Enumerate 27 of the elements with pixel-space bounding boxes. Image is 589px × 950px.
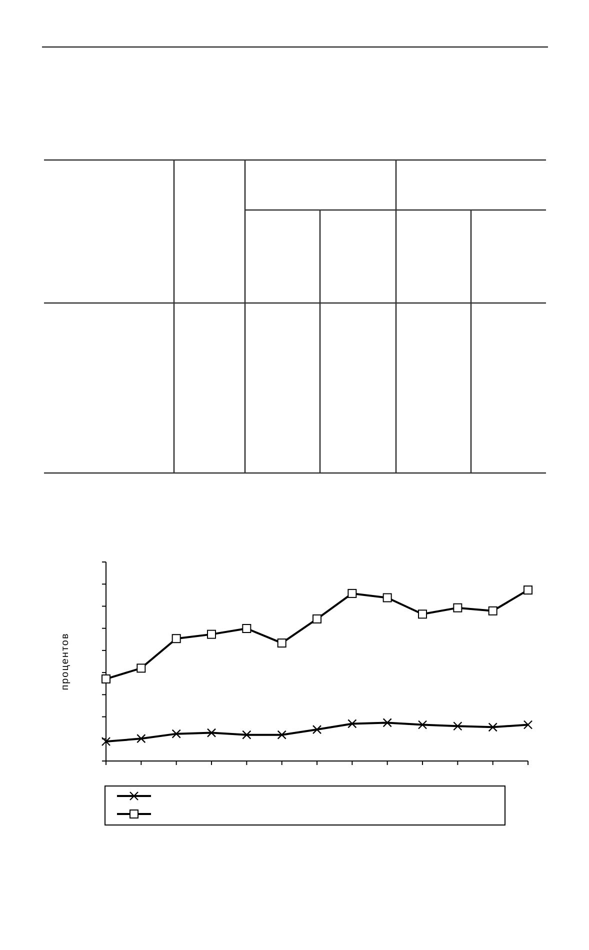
point <box>312 614 322 624</box>
point <box>418 610 427 619</box>
point <box>382 718 392 728</box>
point <box>453 603 462 612</box>
point <box>101 736 111 746</box>
point <box>242 624 252 634</box>
point <box>524 586 532 595</box>
point <box>453 722 462 731</box>
point <box>136 734 146 744</box>
point <box>277 730 286 740</box>
point <box>172 729 181 738</box>
point <box>418 720 428 730</box>
point <box>348 588 357 598</box>
y-axis-title: процентов <box>60 632 71 690</box>
point <box>488 722 498 732</box>
point <box>207 630 216 639</box>
point <box>382 593 392 602</box>
point <box>172 634 181 644</box>
point <box>488 606 498 616</box>
point <box>312 724 322 734</box>
point <box>206 728 216 738</box>
point <box>523 720 533 730</box>
point <box>102 674 110 684</box>
point <box>242 730 252 740</box>
point <box>348 719 357 728</box>
point <box>277 638 286 648</box>
point <box>136 664 146 673</box>
